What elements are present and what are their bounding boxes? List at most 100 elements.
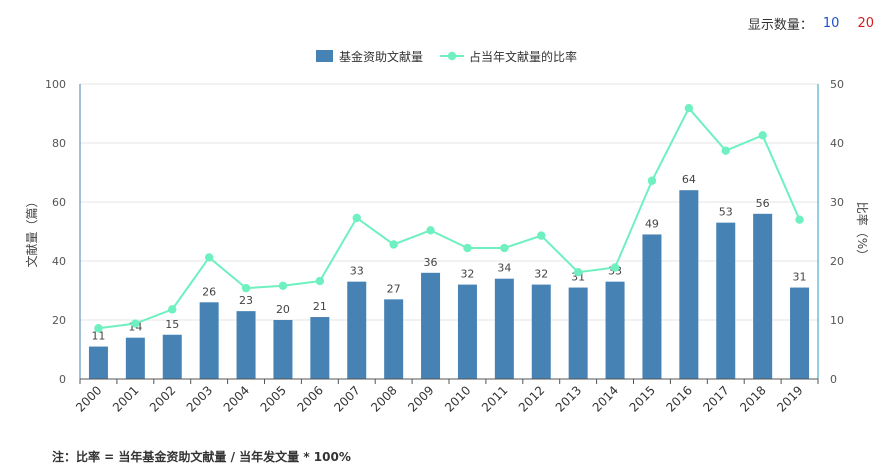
ratio-point[interactable] [204, 253, 214, 262]
y-tick-label-left: 100 [45, 78, 66, 91]
x-tick-label: 2013 [553, 383, 584, 414]
bar-series [88, 190, 810, 379]
bar[interactable] [347, 281, 367, 379]
bar[interactable] [753, 213, 773, 379]
x-tick-label: 2014 [590, 383, 621, 414]
x-tick-label: 2003 [184, 383, 215, 414]
y-axis-title-right: 比率（%） [855, 202, 870, 261]
bar[interactable] [605, 281, 625, 379]
bar[interactable] [568, 287, 588, 379]
bar[interactable] [384, 299, 404, 379]
legend-line-marker[interactable] [447, 51, 457, 61]
y-tick-label-right: 10 [830, 314, 844, 327]
legend-line-label[interactable]: 占当年文献量的比率 [469, 49, 577, 64]
bar-data-label: 34 [497, 262, 511, 275]
x-tick-label: 2015 [627, 383, 658, 414]
bar[interactable] [236, 311, 256, 379]
ratio-point[interactable] [94, 324, 103, 333]
x-tick-label: 2005 [258, 383, 289, 414]
bar[interactable] [790, 287, 810, 379]
bar[interactable] [199, 302, 219, 379]
ratio-point[interactable] [131, 319, 140, 328]
bar-data-label: 20 [276, 303, 290, 316]
ratio-point[interactable] [795, 215, 804, 224]
ratio-point[interactable] [426, 226, 435, 235]
x-tick-label: 2019 [774, 383, 805, 414]
ratio-point[interactable] [278, 281, 288, 290]
ratio-point[interactable] [500, 243, 509, 253]
ratio-point[interactable] [647, 176, 657, 185]
y-tick-label-left: 0 [59, 373, 66, 386]
bar[interactable] [162, 334, 182, 379]
bar-data-label: 49 [645, 217, 659, 230]
bar-data-label: 11 [91, 330, 105, 343]
x-tick-label: 2006 [294, 383, 325, 414]
display-count-option-10[interactable]: 10 [822, 16, 840, 31]
ratio-line [98, 106, 801, 330]
bar-data-label: 32 [534, 268, 548, 281]
bar-data-label: 15 [165, 318, 179, 331]
bar[interactable] [310, 317, 330, 379]
bar[interactable] [642, 234, 662, 379]
bar[interactable] [421, 272, 441, 379]
ratio-point[interactable] [758, 131, 767, 140]
x-tick-label: 2010 [442, 383, 473, 414]
ratio-point[interactable] [241, 283, 251, 293]
bar[interactable] [457, 284, 477, 379]
x-tick-label: 2011 [479, 383, 510, 414]
bar-data-label: 56 [756, 197, 770, 210]
bar[interactable] [716, 222, 736, 379]
x-tick-label: 2009 [405, 383, 436, 414]
ratio-point[interactable] [389, 240, 398, 249]
x-tick-label: 2016 [663, 383, 694, 414]
bar[interactable] [679, 190, 699, 379]
x-tick-label: 2001 [110, 383, 141, 414]
bar[interactable] [494, 278, 514, 379]
ratio-point[interactable] [537, 231, 546, 240]
x-tick-label: 2008 [368, 383, 399, 414]
bar-data-label: 53 [719, 206, 733, 219]
display-count-control: 显示数量： 10 20 [748, 14, 874, 33]
x-tick-label: 2017 [700, 383, 731, 414]
bar-data-label: 23 [239, 294, 253, 307]
y-axis-title-left: 文献量（篇） [24, 195, 39, 267]
bar-data-label: 33 [350, 265, 364, 278]
bar-data-label: 26 [202, 285, 216, 298]
legend[interactable]: 基金资助文献量 占当年文献量的比率 [316, 49, 577, 64]
legend-bar-swatch[interactable] [316, 50, 333, 62]
ratio-point[interactable] [315, 276, 325, 286]
legend-bar-label[interactable]: 基金资助文献量 [339, 49, 423, 64]
footnote: 注：比率 = 当年基金资助文献量 / 当年发文量 * 100% [52, 450, 351, 464]
ratio-point[interactable] [352, 213, 361, 223]
bar[interactable] [531, 284, 551, 379]
x-tick-label: 2007 [331, 383, 362, 414]
ratio-point[interactable] [463, 243, 472, 253]
bar[interactable] [273, 320, 293, 379]
bar-data-label: 21 [313, 300, 327, 313]
x-tick-label: 2000 [73, 383, 104, 414]
ratio-point[interactable] [684, 103, 694, 113]
bar-data-label: 27 [387, 282, 401, 295]
y-tick-label-right: 0 [830, 373, 837, 386]
x-tick-label: 2012 [516, 383, 547, 414]
ratio-point[interactable] [721, 146, 730, 155]
y-tick-label-right: 30 [830, 196, 844, 209]
display-count-label: 显示数量： [747, 18, 813, 33]
bar[interactable] [125, 337, 145, 379]
ratio-point[interactable] [573, 268, 583, 277]
x-tick-label: 2004 [221, 383, 252, 414]
bar-data-label: 32 [460, 268, 474, 281]
ratio-point[interactable] [610, 263, 620, 272]
bar-data-label: 64 [682, 173, 696, 186]
display-count-option-20[interactable]: 20 [857, 16, 874, 31]
y-tick-label-right: 20 [830, 255, 844, 268]
ratio-point[interactable] [168, 305, 177, 314]
bar-data-labels: 1114152623202133273632343231334964535631 [91, 173, 806, 342]
bar-data-label: 31 [793, 271, 807, 284]
y-tick-label-left: 40 [52, 255, 66, 268]
y-tick-label-left: 20 [52, 314, 66, 327]
bar[interactable] [88, 346, 108, 379]
y-tick-label-left: 60 [52, 196, 66, 209]
line-series [94, 103, 804, 333]
